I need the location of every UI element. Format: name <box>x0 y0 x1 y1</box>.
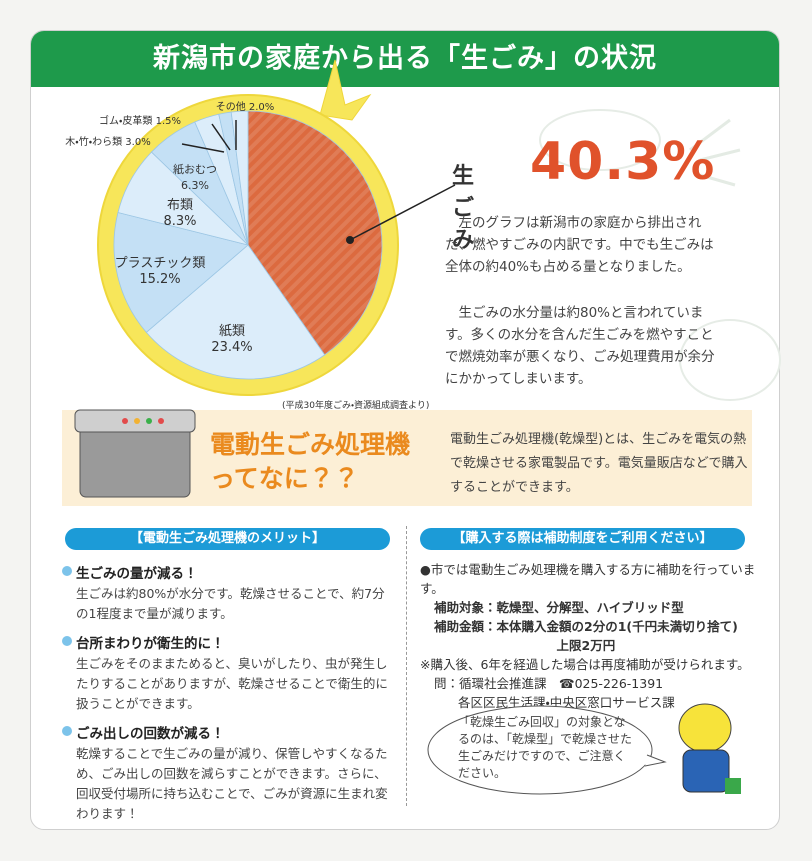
pie-slice <box>113 212 249 333</box>
leader-dot <box>346 236 354 244</box>
pie-chart <box>97 59 781 401</box>
merit-title: ごみ出しの回数が減る！ <box>62 722 392 742</box>
detail-lines: 乾燥型、分解型、ハイブリッド型 <box>497 598 684 617</box>
description: 左のグラフは新潟市の家庭から排出された、燃やすごみの内訳です。中でも生ごみは全体… <box>445 215 714 275</box>
subsidy-note: ※購入後、6年を経過した場合は再度補助が受けられます。 <box>420 657 750 672</box>
slice-texture <box>248 111 383 355</box>
subsidy-body: ●市では電動生ごみ処理機を購入する方に補助を行っています。補助対象： 乾燥型、分解… <box>420 560 760 712</box>
detail-lines: 本体購入金額の2分の1(千円未満切り捨て) 上限2万円 <box>497 617 738 655</box>
detail-line: 上限2万円 <box>556 638 616 653</box>
merit-text: 乾燥することで生ごみの量が減り、保管しやすくなるため、ごみ出しの回数を減らすこと… <box>76 746 388 821</box>
divider <box>406 526 407 806</box>
pie-label: 木・竹・わら類 3.0% <box>65 135 150 151</box>
detail-line: 本体購入金額の2分の1(千円未満切り捨て) <box>496 619 738 634</box>
subsidy-detail: 補助対象： 乾燥型、分解型、ハイブリッド型 <box>420 598 760 617</box>
detail-label: 補助対象： <box>434 600 497 615</box>
description: 生ごみの水分量は約80%と言われています。多くの水分を含んだ生ごみを燃やすことで… <box>445 305 715 387</box>
pie-label: プラスチック類 15.2% <box>115 256 206 288</box>
category-label: 紙おむつ <box>173 163 217 176</box>
merit-title: 台所まわりが衛生的に！ <box>62 632 392 652</box>
pie-label: ゴム・皮革類 1.5% <box>99 114 181 130</box>
category-label: 布類 <box>166 198 193 213</box>
machine-illustration <box>74 409 196 498</box>
detail-line: 乾燥型、分解型、ハイブリッド型 <box>496 600 684 615</box>
category-label: ゴム・皮革類 <box>99 116 153 127</box>
pie-slice <box>145 244 326 380</box>
bubble-text: 「乾燥生ごみ回収」の対象となるのは、「乾燥型」で乾燥させた生ごみだけですので、ご… <box>458 715 633 780</box>
pie-label: 布類 8.3% <box>163 198 196 230</box>
merit-text: 生ごみをそのままためると、臭いがしたり、虫が発生したりすることがありますが、乾燥… <box>76 656 388 711</box>
leader-line <box>349 184 456 241</box>
category-label: 木・竹・わら類 <box>65 137 123 148</box>
value-label: 1.5% <box>155 116 181 127</box>
leader-line <box>181 143 225 153</box>
category-label: その他 <box>215 102 246 113</box>
subsidy-detail: 補助金額： 本体購入金額の2分の1(千円未満切り捨て) 上限2万円 <box>420 617 760 655</box>
category-label: プラスチック類 <box>114 256 206 271</box>
value-label: 15.2% <box>139 272 181 287</box>
detail-label: 補助金額： <box>434 619 497 634</box>
category-label: 紙類 <box>218 324 245 339</box>
pie-label: 紙類 23.4% <box>211 324 252 356</box>
contact-line: 各区区民生活課・中央区窓口サービス課 <box>458 695 675 710</box>
merits-list: 生ごみの量が減る！ 生ごみは約80%が水分です。乾燥させることで、約7分の1程度ま… <box>62 562 392 832</box>
merit-title: 生ごみの量が減る！ <box>62 562 392 582</box>
value-label: 3.0% <box>125 137 151 148</box>
subsidy-heading: 【購入する際は補助制度をご利用ください】 <box>420 528 745 550</box>
merit-text: 生ごみは約80%が水分です。乾燥させることで、約7分の1程度まで量が減ります。 <box>76 586 385 621</box>
value-label: 8.3% <box>163 214 197 229</box>
value-label: 23.4% <box>211 340 253 355</box>
source-note: (平成30年度ごみ・資源組成調査より) <box>282 401 430 411</box>
subsidy-intro: ●市では電動生ごみ処理機を購入する方に補助を行っています。 <box>420 562 756 596</box>
machine-title: 電動生ごみ処理機ってなに？？ <box>210 430 411 493</box>
category-label: 生ごみ <box>452 164 475 253</box>
header-title: 新潟市の家庭から出る「生ごみ」の状況 <box>31 31 779 87</box>
merits-heading: 【電動生ごみ処理機のメリット】 <box>65 528 390 550</box>
value-label: 40.3% <box>530 132 716 192</box>
bubble-art <box>427 703 741 795</box>
pie-label: その他 2.0% <box>216 100 275 116</box>
leader-line <box>211 123 231 151</box>
value-label: 6.3% <box>181 179 209 192</box>
pie-label: 紙おむつ 6.3% <box>173 162 217 194</box>
value-label: 2.0% <box>248 102 275 113</box>
machine-text: 電動生ごみ処理機(乾燥型)とは、生ごみを電気の熱で乾燥させる家電製品です。電気量… <box>450 432 748 495</box>
contact-line: 問：循環社会推進課 ☎025-226-1391 <box>434 676 664 691</box>
